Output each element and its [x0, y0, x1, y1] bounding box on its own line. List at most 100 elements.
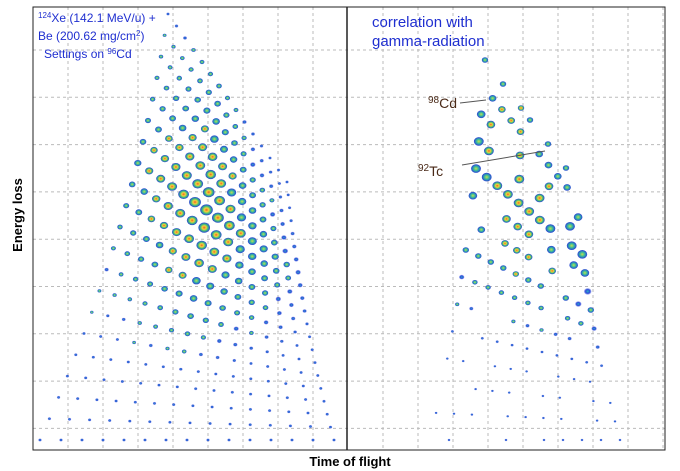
- blob: [38, 438, 42, 442]
- isotope-label: 98Cd: [428, 95, 457, 111]
- blob: [280, 221, 285, 227]
- blob: [271, 253, 279, 260]
- blob: [212, 118, 220, 125]
- blob: [165, 135, 173, 142]
- blob: [293, 257, 299, 262]
- blob: [188, 67, 194, 72]
- blob: [219, 305, 226, 311]
- blob: [281, 235, 287, 240]
- blob: [477, 226, 486, 233]
- blob: [196, 240, 207, 250]
- blob: [285, 180, 289, 184]
- blob: [239, 166, 247, 173]
- blob: [259, 173, 265, 178]
- pointer: [459, 99, 487, 104]
- blob: [481, 172, 492, 182]
- blob: [90, 310, 94, 314]
- blob: [189, 295, 198, 302]
- blob: [185, 152, 195, 161]
- blob: [184, 234, 195, 243]
- blob: [169, 115, 177, 122]
- blob: [132, 276, 139, 282]
- spectrum: [38, 12, 622, 442]
- blob: [249, 362, 253, 365]
- blob: [182, 105, 190, 112]
- blob: [262, 305, 269, 311]
- blob: [227, 438, 231, 442]
- annotation: Be (200.62 mg/cm2): [38, 29, 145, 43]
- blob: [106, 314, 110, 318]
- blob: [187, 313, 194, 319]
- blob: [471, 164, 481, 173]
- blob: [166, 12, 170, 16]
- blob: [247, 237, 257, 246]
- blob: [200, 125, 209, 133]
- blob: [230, 390, 234, 394]
- blob: [181, 253, 191, 261]
- blob: [112, 293, 117, 297]
- blob: [117, 224, 123, 230]
- blob: [192, 179, 204, 189]
- blob: [212, 389, 216, 392]
- blob: [232, 124, 239, 129]
- blob: [297, 357, 301, 361]
- blob: [215, 355, 220, 360]
- annotation: correlation with: [372, 14, 473, 31]
- blob: [260, 260, 268, 267]
- blob: [491, 389, 494, 393]
- blob: [469, 306, 474, 311]
- pointer: [461, 150, 546, 166]
- blob: [545, 224, 556, 233]
- blob: [241, 135, 247, 141]
- blob: [259, 230, 268, 238]
- blob: [507, 117, 515, 124]
- blob: [139, 381, 143, 385]
- blob: [158, 54, 164, 59]
- blob: [148, 343, 153, 348]
- blob: [583, 288, 592, 295]
- blob: [202, 187, 215, 198]
- blob: [577, 250, 588, 259]
- blob: [248, 315, 255, 320]
- blob: [171, 163, 181, 171]
- blob: [161, 365, 165, 369]
- blob: [485, 285, 491, 290]
- blob: [223, 237, 234, 247]
- blob: [234, 310, 241, 316]
- blob: [202, 317, 209, 323]
- blob: [307, 335, 312, 339]
- blob: [229, 156, 238, 163]
- blob: [198, 143, 208, 152]
- blob: [114, 399, 118, 403]
- blob: [210, 135, 219, 143]
- blob: [157, 305, 163, 311]
- blob: [248, 299, 255, 305]
- blob: [488, 95, 497, 102]
- blob: [194, 258, 204, 268]
- blob: [297, 283, 303, 288]
- blob: [224, 220, 235, 231]
- blob: [501, 240, 509, 247]
- blob: [237, 197, 247, 206]
- blob: [562, 165, 570, 171]
- blob: [156, 174, 166, 183]
- blob: [249, 377, 253, 381]
- blob: [269, 184, 274, 189]
- blob: [152, 401, 157, 405]
- blob: [286, 193, 290, 197]
- blob: [580, 269, 590, 277]
- blob: [124, 251, 131, 257]
- blob: [216, 179, 227, 188]
- blob: [265, 350, 270, 354]
- blob: [97, 289, 102, 293]
- blob: [145, 117, 151, 124]
- blob: [512, 271, 519, 277]
- blob: [251, 132, 255, 136]
- blob: [319, 386, 323, 390]
- blob: [115, 338, 120, 341]
- blob: [143, 236, 150, 242]
- blob: [276, 311, 282, 316]
- blob: [455, 302, 460, 307]
- blob: [84, 376, 88, 380]
- blob: [537, 283, 544, 289]
